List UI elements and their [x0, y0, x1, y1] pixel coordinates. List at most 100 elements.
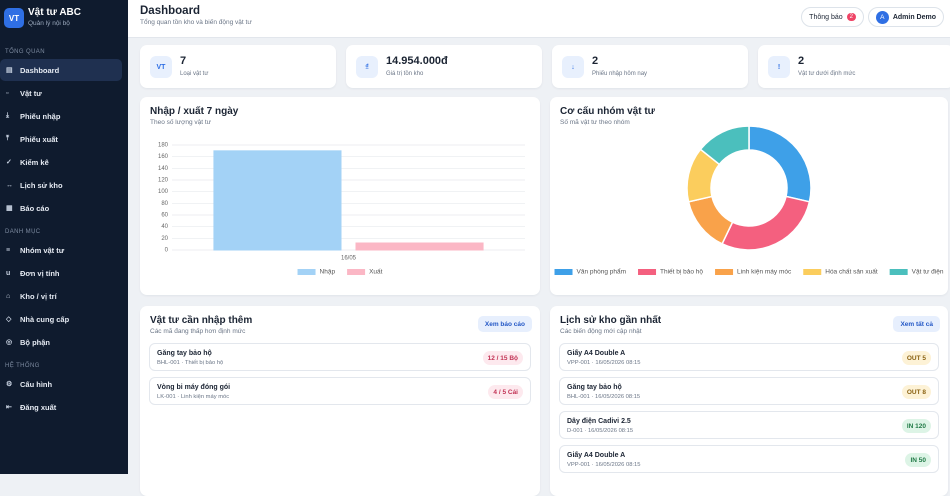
y-tick-label: 20	[161, 236, 168, 242]
nav-icon: u	[6, 269, 11, 277]
nav-item[interactable]: ✓ Kiểm kê	[0, 151, 122, 173]
nav-icon: ⇤	[6, 404, 12, 411]
nav-label: Nhóm vật tư	[20, 245, 65, 255]
nav-item[interactable]: ⤒ Phiếu xuất	[0, 128, 122, 150]
bar	[355, 242, 484, 251]
stat-value: 2	[798, 55, 805, 67]
list-item: Dây điện Cadivi 2.5 D-001 · 16/05/2026 08…	[559, 411, 939, 439]
stat-label: Vật tư dưới định mức	[798, 71, 856, 77]
list: Giấy A4 Double A VPP-001 · 16/05/2026 08:…	[559, 343, 939, 479]
list: Găng tay bảo hộ BHL-001 · Thiết bị bảo hộ…	[149, 343, 531, 411]
nav-item[interactable]: u Đơn vị tính	[0, 262, 122, 284]
legend-swatch	[347, 269, 366, 275]
y-tick-label: 80	[161, 201, 168, 207]
legend-label: Linh kiện máy móc	[737, 269, 792, 276]
panel-subtitle: Các biến động mới cập nhật	[560, 328, 642, 335]
brand-title: Vật tư ABC	[28, 7, 81, 18]
list-item: Găng tay bảo hộ BHL-001 · Thiết bị bảo hộ…	[149, 343, 531, 371]
y-tick-label: 120	[158, 178, 169, 184]
list-item: Găng tay bảo hộ BHL-001 · 16/05/2026 08:1…	[559, 377, 939, 405]
section-title: TỔNG QUAN	[5, 49, 45, 55]
panel-title: Cơ cấu nhóm vật tư	[560, 106, 655, 117]
panel-button[interactable]: Xem tất cả	[893, 316, 940, 332]
panel-title: Vật tư cần nhập thêm	[150, 315, 253, 326]
nav-label: Báo cáo	[20, 203, 50, 213]
list-panel: Lịch sử kho gần nhất Các biến động mới cậ…	[550, 306, 948, 496]
page-subtitle: Tổng quan tồn kho và biến động vật tư	[140, 19, 252, 26]
list-item: Giấy A4 Double A VPP-001 · 16/05/2026 08:…	[559, 445, 939, 473]
nav-icon: ↔	[6, 181, 13, 189]
panel-button[interactable]: Xem báo cáo	[477, 316, 532, 332]
list-item: Vòng bi máy đóng gói LK-001 · Linh kiện m…	[149, 377, 531, 405]
notification-button[interactable]: Thông báo 2	[801, 7, 864, 27]
panel-title: Nhập / xuất 7 ngày	[150, 106, 239, 117]
nav-item[interactable]: ⇤ Đăng xuất	[0, 396, 122, 418]
list-item: Giấy A4 Double A VPP-001 · 16/05/2026 08:…	[559, 343, 939, 371]
nav-label: Đăng xuất	[20, 402, 57, 412]
donut-segment	[699, 125, 750, 166]
item-meta: BHL-001 · Thiết bị bảo hộ	[157, 360, 224, 366]
logo: VT	[4, 8, 24, 28]
legend-swatch	[715, 269, 734, 275]
legend: Văn phòng phẩm Thiết bị bảo hộ Linh kiện m…	[554, 267, 944, 276]
nav-item[interactable]: ◎ Bộ phận	[0, 331, 122, 353]
nav-item[interactable]: ⚙ Cấu hình	[0, 373, 122, 395]
nav-label: Kho / vị trí	[20, 291, 57, 301]
legend-label: Nhập	[320, 269, 336, 276]
notification-label: Thông báo	[809, 13, 843, 21]
legend-swatch	[889, 269, 908, 275]
nav-icon: ▦	[6, 205, 13, 212]
stat-icon: VT	[150, 56, 172, 78]
item-name: Giấy A4 Double A	[567, 452, 626, 459]
user-name: Admin Demo	[892, 13, 936, 21]
nav-icon: ⤓	[6, 112, 10, 119]
nav-item[interactable]: ▦ Báo cáo	[0, 197, 122, 219]
nav-label: Cấu hình	[20, 379, 53, 389]
stat-icon: !	[768, 56, 790, 78]
nav-item[interactable]: ▤ Dashboard	[0, 59, 122, 81]
nav-label: Vật tư	[20, 88, 42, 98]
nav-label: Đơn vị tính	[20, 268, 60, 278]
stat-card: ↓ 2 Phiếu nhập hôm nay	[552, 45, 748, 88]
nav-icon: ⌂	[6, 292, 11, 300]
stat-icon: ₫	[356, 56, 378, 78]
nav-icon: ⚙	[6, 381, 13, 388]
item-name: Găng tay bảo hộ	[157, 350, 212, 357]
item-name: Giấy A4 Double A	[567, 350, 626, 357]
user-menu[interactable]: A Admin Demo	[867, 7, 944, 27]
section-title: HỆ THỐNG	[5, 363, 40, 369]
nav-label: Phiếu xuất	[20, 134, 58, 144]
chart: 0 20 40 60 80 100 120 140 160 180 16/05 Nhập Xuất	[158, 143, 525, 276]
x-tick-label: 16/05	[341, 256, 357, 262]
stat-value: 2	[592, 55, 599, 67]
nav-icon: ◎	[6, 339, 13, 346]
item-name: Găng tay bảo hộ	[567, 384, 622, 391]
item-name: Dây điện Cadivi 2.5	[567, 418, 631, 425]
nav-icon: ◇	[6, 316, 12, 323]
item-badge: IN 120	[901, 419, 931, 433]
nav-label: Kiểm kê	[20, 157, 49, 167]
item-badge: OUT 8	[901, 385, 931, 399]
panel-subtitle: Các mã đang thấp hơn định mức	[150, 328, 246, 335]
nav-item[interactable]: ◇ Nhà cung cấp	[0, 308, 122, 330]
nav-icon: ✓	[6, 159, 12, 166]
nav-item[interactable]: ⤓ Phiếu nhập	[0, 105, 122, 127]
item-badge: 4 / 5 Cái	[488, 385, 523, 399]
nav-item[interactable]: ▫ Vật tư	[0, 82, 122, 104]
item-meta: VPP-001 · 16/05/2026 08:15	[567, 360, 641, 366]
stat-value: 7	[180, 55, 187, 67]
item-meta: VPP-001 · 16/05/2026 08:15	[567, 462, 641, 468]
nav-item[interactable]: ≡ Nhóm vật tư	[0, 239, 122, 261]
legend-swatch	[297, 269, 316, 275]
donut-segment	[748, 125, 812, 203]
brand: VT Vật tư ABC Quản lý nội bộ	[0, 6, 122, 40]
chart-panel: Văn phòng phẩm Thiết bị bảo hộ Linh kiện m…	[550, 97, 948, 295]
nav-item[interactable]: ⌂ Kho / vị trí	[0, 285, 122, 307]
y-tick-label: 40	[161, 224, 168, 230]
nav-item[interactable]: ↔ Lịch sử kho	[0, 174, 122, 196]
stat-card: ₫ 14.954.000đ Giá trị tồn kho	[346, 45, 542, 88]
nav-icon: ≡	[6, 246, 11, 254]
nav-label: Lịch sử kho	[20, 180, 63, 190]
stat-card: ! 2 Vật tư dưới định mức	[758, 45, 950, 88]
